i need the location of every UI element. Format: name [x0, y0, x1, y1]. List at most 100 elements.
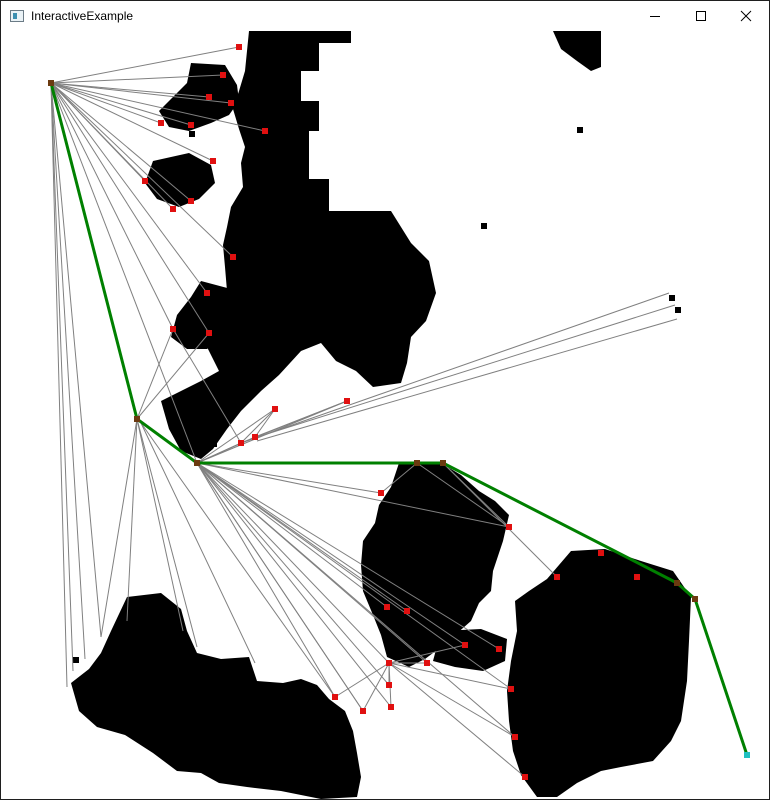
visibility-edge [254, 408, 276, 438]
maximize-icon [696, 11, 706, 21]
graph-node [506, 524, 512, 530]
visibility-edge [50, 82, 86, 660]
title-bar[interactable]: InteractiveExample [1, 1, 769, 31]
obstacle-speck [669, 295, 675, 301]
graph-node [508, 686, 514, 692]
visibility-edge [140, 422, 256, 664]
visibility-edge [196, 462, 390, 664]
graph-nodes [48, 44, 750, 780]
visibility-edge [196, 462, 392, 708]
obstacle-speck [577, 127, 583, 133]
graph-node [378, 490, 384, 496]
visibility-edge [240, 292, 670, 444]
obstacle-center [361, 463, 509, 667]
graph-node [210, 158, 216, 164]
graph-node [496, 646, 502, 652]
obstacles [71, 31, 691, 799]
visibility-edge [140, 422, 336, 698]
visibility-edge [442, 462, 558, 578]
visibility-edge [50, 82, 208, 294]
graph-node [252, 434, 258, 440]
visibility-edge [50, 82, 234, 258]
path-node [414, 460, 420, 466]
graph-node [236, 44, 242, 50]
visibility-edge [50, 82, 266, 132]
maximize-button[interactable] [678, 1, 724, 31]
graph-node [598, 550, 604, 556]
visibility-edge [50, 82, 214, 162]
visibility-edge [50, 82, 68, 688]
visibility-edge [196, 462, 382, 494]
visibility-edge [50, 82, 162, 124]
visibility-edge [136, 418, 198, 648]
obstacle-left-protrusion [171, 281, 233, 349]
graph-node [462, 642, 468, 648]
path-node [134, 416, 140, 422]
app-window-icon [10, 10, 24, 22]
graph-node [424, 660, 430, 666]
visibility-edge [136, 332, 210, 420]
path-node [440, 460, 446, 466]
graph-node [170, 206, 176, 212]
visibility-edge [388, 662, 526, 778]
graph-node [344, 398, 350, 404]
obstacle-speck [189, 131, 195, 137]
visibility-edge [172, 328, 242, 444]
graph-node [206, 94, 212, 100]
visibility-edge [50, 82, 210, 98]
graph-node [206, 330, 212, 336]
map-canvas[interactable] [1, 31, 769, 799]
graph-node [170, 326, 176, 332]
visibility-edge [240, 408, 276, 444]
graph-node [554, 574, 560, 580]
graph-node [388, 704, 394, 710]
obstacle-speck [211, 441, 217, 447]
graph-node [512, 734, 518, 740]
graph-node [142, 178, 148, 184]
visibility-edge [50, 82, 198, 464]
obstacle-top-right-island [553, 31, 601, 71]
graph-node [360, 708, 366, 714]
obstacle-speck [601, 591, 607, 597]
obstacle-speck [675, 307, 681, 313]
graph-node [228, 100, 234, 106]
graph-node [404, 608, 410, 614]
close-icon [740, 10, 752, 22]
visibility-edge [254, 400, 348, 438]
visibility-edge [256, 318, 678, 442]
pathfinding-map[interactable] [1, 31, 769, 799]
visibility-edge [388, 662, 516, 738]
window-title: InteractiveExample [31, 9, 134, 23]
visibility-edge [126, 418, 138, 622]
visibility-edge [50, 82, 192, 202]
visibility-edge [50, 82, 102, 638]
obstacle-top-left-cluster [159, 63, 239, 131]
visibility-edge [196, 462, 500, 650]
visibility-edge [50, 82, 174, 330]
close-button[interactable] [723, 1, 769, 31]
obstacle-mid-left-cluster [145, 153, 215, 207]
graph-node [220, 72, 226, 78]
visibility-edge [388, 644, 466, 664]
path-node [674, 580, 680, 586]
visibility-edge [136, 418, 184, 632]
visibility-edge [50, 82, 174, 210]
obstacle-right [507, 549, 691, 797]
visibility-edge [196, 462, 510, 528]
graph-node [522, 774, 528, 780]
graph-node [634, 574, 640, 580]
minimize-icon [650, 16, 660, 17]
graph-node [238, 440, 244, 446]
graph-node [188, 122, 194, 128]
visibility-edge [196, 462, 364, 712]
graph-node [188, 198, 194, 204]
visibility-edge [50, 82, 74, 672]
visibility-edge [196, 408, 276, 464]
graph-node [332, 694, 338, 700]
obstacle-speck [481, 223, 487, 229]
goal-node [744, 752, 750, 758]
obstacle-bottom-left [71, 593, 361, 799]
visibility-edge [50, 82, 232, 104]
minimize-button[interactable] [632, 1, 678, 31]
